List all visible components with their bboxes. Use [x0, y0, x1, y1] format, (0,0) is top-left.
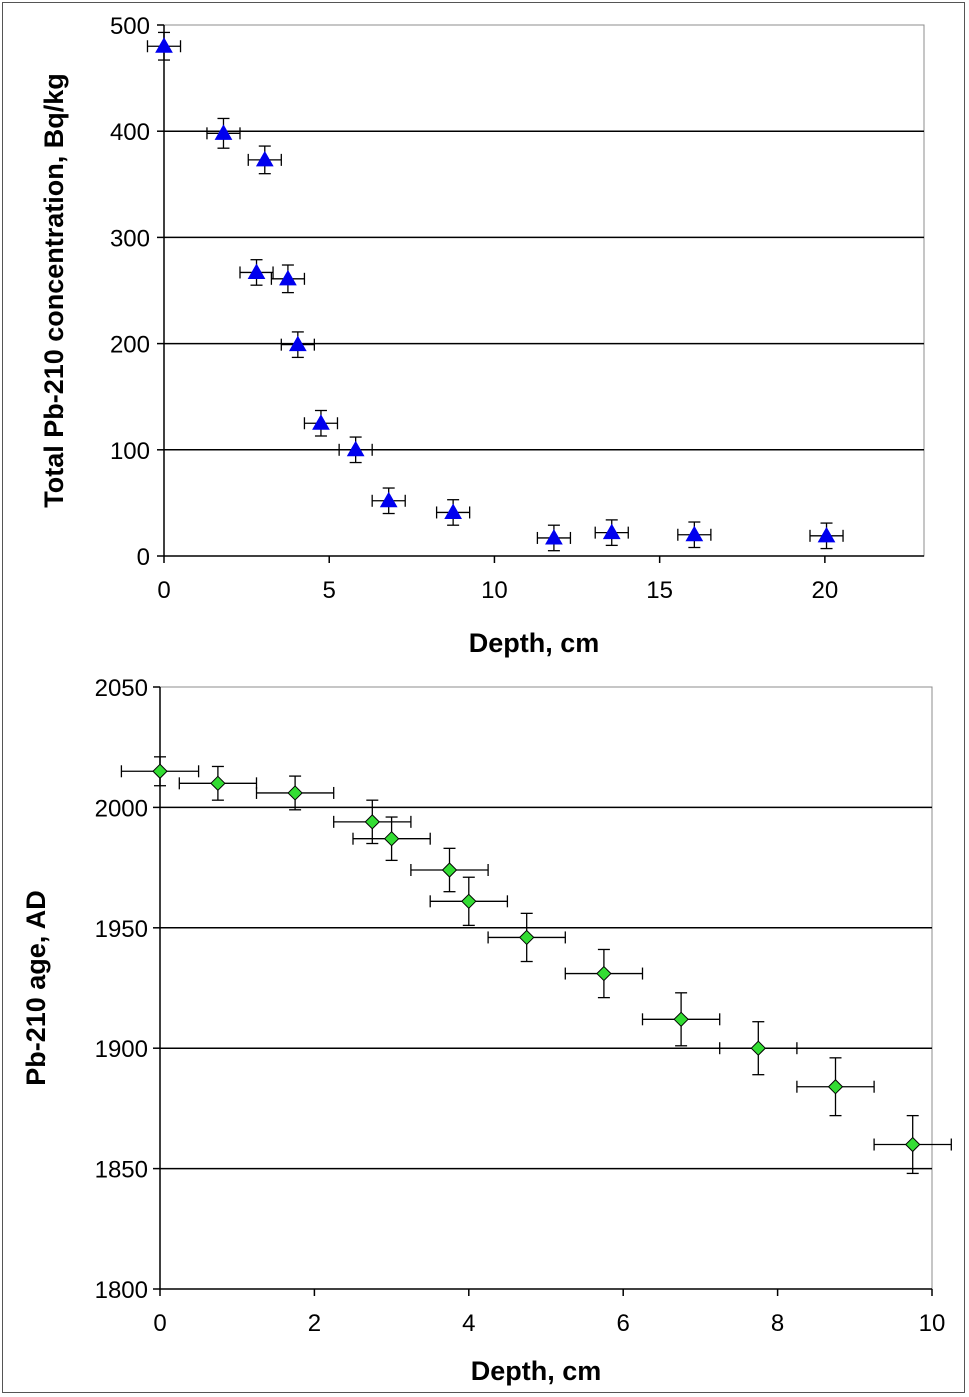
bottom-y-tick-label: 2000 [95, 795, 148, 822]
top-x-tick-label: 20 [812, 577, 839, 604]
diamond-marker [383, 830, 400, 847]
bottom-y-axis-title: Pb-210 age, AD [21, 890, 51, 1086]
top-x-tick-label: 5 [323, 577, 336, 604]
top-data-point [206, 117, 241, 149]
triangle-marker [817, 526, 836, 543]
top-data-point [435, 499, 471, 526]
bottom-y-tick-label: 2050 [95, 675, 148, 702]
top-data-point [146, 31, 182, 61]
diamond-marker [750, 1040, 767, 1056]
bottom-chart: 1800 1850 1900 1950 2000 2050 0 2 4 6 8 10 Depth, cm… [21, 675, 952, 1386]
triangle-marker [444, 503, 462, 519]
bottom-x-tick-label: 2 [308, 1310, 321, 1337]
diamond-marker [518, 929, 535, 946]
bottom-data-point [410, 847, 489, 893]
top-data-point [809, 522, 844, 550]
triangle-marker [247, 263, 266, 279]
top-y-tick-label: 0 [137, 544, 150, 571]
bottom-data-point [255, 775, 335, 811]
diamond-marker [904, 1136, 921, 1153]
top-data-point [536, 524, 572, 552]
triangle-marker [545, 528, 563, 545]
top-y-tick-label: 500 [110, 13, 150, 40]
diamond-marker [827, 1079, 844, 1095]
triangle-marker [346, 440, 365, 457]
triangle-marker [379, 491, 398, 508]
top-data-point [247, 145, 282, 175]
bottom-data-point [796, 1057, 875, 1117]
top-y-tick-label: 400 [110, 119, 150, 146]
bottom-x-tick-label: 0 [153, 1310, 166, 1337]
triangle-marker [155, 37, 173, 53]
bottom-y-tick-label: 1850 [95, 1157, 148, 1184]
top-y-tick-label: 300 [110, 225, 150, 252]
triangle-marker [288, 335, 307, 352]
bottom-data-point [487, 912, 566, 963]
top-data-point [280, 331, 315, 359]
bottom-data-point [719, 1021, 798, 1076]
bottom-x-tick-label: 6 [617, 1310, 630, 1337]
bottom-plot-area [159, 686, 933, 1290]
bottom-y-tick-label: 1950 [95, 916, 148, 943]
triangle-marker [685, 525, 704, 542]
bottom-y-tick-label: 1800 [95, 1277, 148, 1304]
top-data-point [303, 409, 339, 437]
top-data-point [371, 487, 406, 515]
bottom-x-tick-label: 4 [462, 1310, 475, 1337]
diamond-marker [364, 814, 381, 830]
top-x-tick-label: 15 [646, 577, 673, 604]
diamond-marker [287, 785, 303, 801]
triangle-marker [312, 414, 330, 430]
bottom-data-point [333, 799, 412, 845]
top-plot-area [163, 24, 925, 557]
bottom-data-point [352, 816, 431, 862]
diamond-marker [673, 1011, 689, 1028]
top-chart: 0 100 200 300 400 500 0 5 10 15 20 Depth, cm Total P… [39, 13, 925, 658]
triangle-marker [214, 124, 233, 140]
top-y-tick-label: 200 [110, 332, 150, 359]
bottom-data-point [641, 992, 721, 1047]
top-y-axis-title: Total Pb-210 concentration, Bq/kg [39, 73, 69, 508]
bottom-y-tick-label: 1900 [95, 1036, 148, 1063]
triangle-marker [279, 269, 297, 286]
top-x-axis-title: Depth, cm [469, 628, 600, 658]
diamond-marker [152, 763, 168, 779]
bottom-data-point [873, 1114, 952, 1175]
top-y-tick-label: 100 [110, 438, 150, 465]
diamond-marker [210, 775, 226, 792]
diamond-marker [441, 862, 458, 878]
diamond-marker [461, 893, 477, 910]
diamond-marker [596, 965, 612, 982]
bottom-x-tick-label: 10 [919, 1310, 946, 1337]
top-data-point [594, 519, 629, 547]
bottom-data-point [429, 876, 509, 927]
bottom-data-point [178, 765, 258, 801]
triangle-marker [602, 523, 621, 540]
top-x-tick-label: 10 [481, 577, 508, 604]
top-data-point [338, 436, 373, 464]
top-data-point [239, 259, 274, 286]
top-x-tick-label: 0 [157, 577, 170, 604]
top-data-point [270, 264, 306, 294]
bottom-x-axis-title: Depth, cm [471, 1356, 602, 1386]
bottom-data-point [120, 756, 200, 787]
top-data-point [677, 521, 712, 549]
bottom-x-tick-label: 8 [771, 1310, 784, 1337]
bottom-data-point [564, 948, 644, 999]
triangle-marker [255, 150, 274, 167]
